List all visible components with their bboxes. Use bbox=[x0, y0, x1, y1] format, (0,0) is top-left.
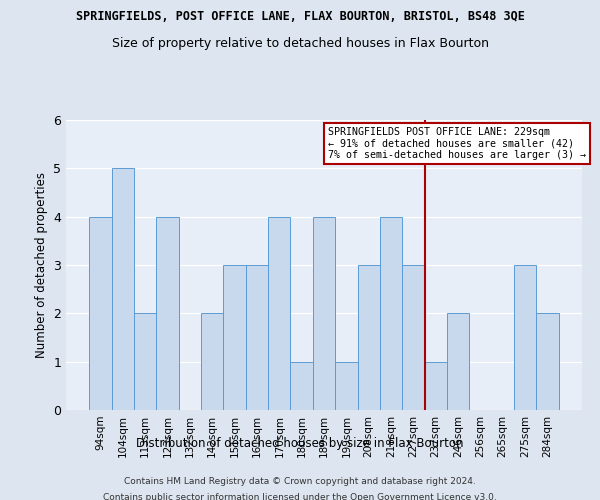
Bar bbox=[514, 265, 536, 410]
Bar bbox=[313, 216, 335, 410]
Text: Contains HM Land Registry data © Crown copyright and database right 2024.: Contains HM Land Registry data © Crown c… bbox=[124, 478, 476, 486]
Bar bbox=[380, 216, 402, 410]
Bar bbox=[335, 362, 358, 410]
Text: Contains public sector information licensed under the Open Government Licence v3: Contains public sector information licen… bbox=[103, 492, 497, 500]
Bar bbox=[402, 265, 425, 410]
Bar bbox=[290, 362, 313, 410]
Bar bbox=[89, 216, 112, 410]
Bar bbox=[246, 265, 268, 410]
Bar bbox=[358, 265, 380, 410]
Text: SPRINGFIELDS, POST OFFICE LANE, FLAX BOURTON, BRISTOL, BS48 3QE: SPRINGFIELDS, POST OFFICE LANE, FLAX BOU… bbox=[76, 10, 524, 23]
Bar bbox=[536, 314, 559, 410]
Bar bbox=[112, 168, 134, 410]
Bar bbox=[447, 314, 469, 410]
Y-axis label: Number of detached properties: Number of detached properties bbox=[35, 172, 47, 358]
Bar bbox=[134, 314, 157, 410]
Bar bbox=[268, 216, 290, 410]
Bar bbox=[201, 314, 223, 410]
Bar bbox=[425, 362, 447, 410]
Bar bbox=[223, 265, 246, 410]
Text: Distribution of detached houses by size in Flax Bourton: Distribution of detached houses by size … bbox=[136, 438, 464, 450]
Text: Size of property relative to detached houses in Flax Bourton: Size of property relative to detached ho… bbox=[112, 38, 488, 51]
Bar bbox=[157, 216, 179, 410]
Text: SPRINGFIELDS POST OFFICE LANE: 229sqm
← 91% of detached houses are smaller (42)
: SPRINGFIELDS POST OFFICE LANE: 229sqm ← … bbox=[328, 128, 586, 160]
